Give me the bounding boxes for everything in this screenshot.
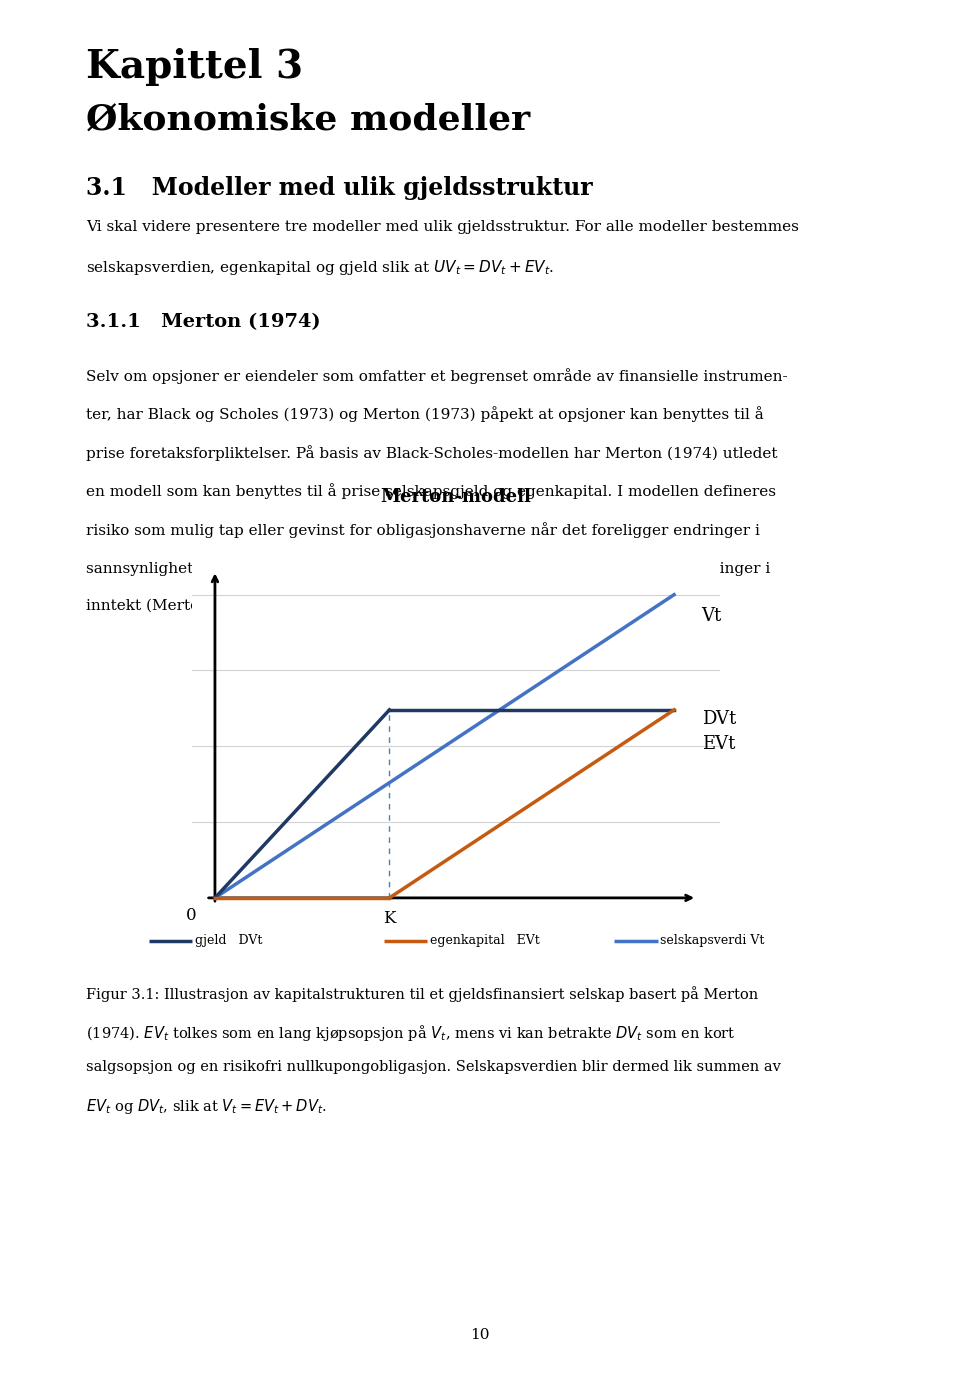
Text: EVt: EVt xyxy=(702,735,735,752)
Text: 0: 0 xyxy=(186,908,197,924)
Text: (1974). $EV_t$ tolkes som en lang kjøpsopsjon på $V_t$, mens vi kan betrakte $DV: (1974). $EV_t$ tolkes som en lang kjøpso… xyxy=(86,1023,736,1043)
Text: K: K xyxy=(383,910,396,927)
Text: 3.1   Modeller med ulik gjeldsstruktur: 3.1 Modeller med ulik gjeldsstruktur xyxy=(86,176,593,199)
Text: Økonomiske modeller: Økonomiske modeller xyxy=(86,103,531,137)
Text: 3.1.1   Merton (1974): 3.1.1 Merton (1974) xyxy=(86,313,321,331)
Text: sannsynligheten for konkurs, altså konkursrisiko, og omfatter ikke generelle end: sannsynligheten for konkurs, altså konku… xyxy=(86,560,771,577)
Text: Figur 3.1: Illustrasjon av kapitalstrukturen til et gjeldsfinansiert selskap bas: Figur 3.1: Illustrasjon av kapitalstrukt… xyxy=(86,986,758,1002)
Text: Vt: Vt xyxy=(702,607,722,625)
Text: Selv om opsjoner er eiendeler som omfatter et begrenset område av finansielle in: Selv om opsjoner er eiendeler som omfatt… xyxy=(86,368,788,384)
Text: Vi skal videre presentere tre modeller med ulik gjeldsstruktur. For alle modelle: Vi skal videre presentere tre modeller m… xyxy=(86,220,800,233)
Text: Kapittel 3: Kapittel 3 xyxy=(86,48,303,86)
Text: gjeld   DVt: gjeld DVt xyxy=(195,934,262,947)
Text: 10: 10 xyxy=(470,1328,490,1341)
Text: inntekt (Merton 1974, s.449).: inntekt (Merton 1974, s.449). xyxy=(86,599,316,612)
Text: risiko som mulig tap eller gevinst for obligasjonshaverne når det foreligger end: risiko som mulig tap eller gevinst for o… xyxy=(86,522,760,538)
Text: ter, har Black og Scholes (1973) og Merton (1973) påpekt at opsjoner kan benytte: ter, har Black og Scholes (1973) og Mert… xyxy=(86,406,764,423)
Text: egenkapital   EVt: egenkapital EVt xyxy=(430,934,540,947)
Text: selskapsverdien, egenkapital og gjeld slik at $UV_t = DV_t + EV_t$.: selskapsverdien, egenkapital og gjeld sl… xyxy=(86,258,555,277)
Text: prise foretaksforpliktelser. På basis av Black-Scholes-modellen har Merton (1974: prise foretaksforpliktelser. På basis av… xyxy=(86,445,778,461)
Text: en modell som kan benyttes til å prise selskapsgjeld og egenkapital. I modellen : en modell som kan benyttes til å prise s… xyxy=(86,483,777,500)
Text: salgsopsjon og en risikofri nullkupongobligasjon. Selskapsverdien blir dermed li: salgsopsjon og en risikofri nullkupongob… xyxy=(86,1060,781,1074)
Text: Merton-modell: Merton-modell xyxy=(380,487,532,505)
Text: DVt: DVt xyxy=(702,710,736,728)
Text: selskapsverdi Vt: selskapsverdi Vt xyxy=(660,934,765,947)
Text: $EV_t$ og $DV_t$, slik at $V_t = EV_t + DV_t$.: $EV_t$ og $DV_t$, slik at $V_t = EV_t + … xyxy=(86,1097,327,1116)
